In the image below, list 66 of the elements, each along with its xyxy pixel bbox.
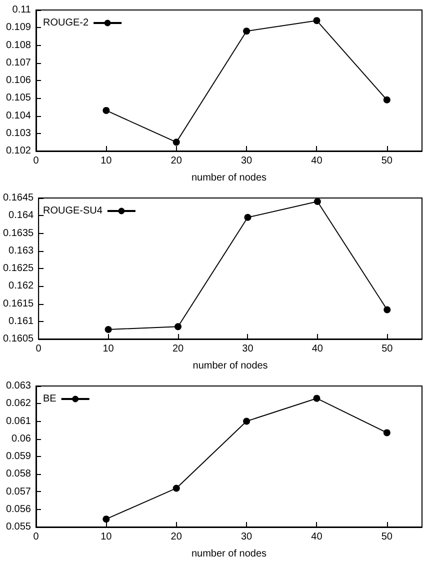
y-tick-label: 0.06 — [12, 433, 32, 444]
y-tick-label: 0.056 — [6, 504, 32, 515]
y-tick-label: 0.102 — [6, 146, 32, 156]
y-tick-label: 0.103 — [6, 128, 32, 139]
y-tick-label: 0.1645 — [2, 192, 34, 204]
y-tick-label: 0.1635 — [2, 228, 34, 239]
point — [174, 323, 182, 330]
point — [244, 214, 252, 221]
x-tick-label: 40 — [312, 344, 324, 354]
x-tick-label: 0 — [33, 156, 40, 166]
x-tick-label: 10 — [102, 344, 114, 354]
x-tick-label: 20 — [170, 156, 182, 166]
x-tick-label: 20 — [170, 532, 182, 542]
y-tick-label: 0.1605 — [2, 334, 34, 344]
y-tick-label: 0.059 — [6, 451, 32, 462]
y-tick-label: 0.109 — [6, 22, 32, 34]
point — [243, 418, 250, 425]
x-tick-label: 50 — [381, 532, 393, 542]
x-axis-title: number of nodes — [191, 172, 267, 184]
legend-label: ROUGE-SU4 — [43, 206, 103, 216]
y-tick-label: 0.058 — [6, 468, 32, 480]
y-tick-label: 0.1625 — [2, 263, 34, 274]
legend-label: BE — [42, 394, 57, 404]
point — [313, 17, 320, 24]
point — [243, 28, 250, 35]
y-tick-label: 0.108 — [6, 40, 32, 51]
y-tick-label: 0.057 — [6, 486, 32, 498]
y-tick-label: 0.1615 — [2, 298, 34, 310]
x-axis-title: number of nodes — [191, 548, 267, 560]
x-axis-title: number of nodes — [192, 360, 268, 372]
point — [102, 516, 110, 523]
x-tick-label: 0 — [33, 532, 40, 542]
point — [172, 138, 180, 146]
y-tick-label: 0.055 — [6, 522, 32, 532]
x-tick-label: 40 — [311, 532, 323, 542]
y-tick-label: 0.161 — [8, 316, 34, 327]
x-tick-label: 40 — [311, 156, 323, 166]
x-tick-label: 50 — [381, 156, 393, 166]
x-tick-label: 50 — [382, 344, 394, 354]
x-tick-label: 20 — [172, 344, 184, 354]
y-tick-label: 0.105 — [6, 92, 32, 104]
y-tick-label: 0.164 — [8, 210, 34, 222]
y-tick-label: 0.062 — [6, 398, 32, 410]
y-tick-label: 0.106 — [6, 75, 32, 86]
y-tick-label: 0.162 — [8, 280, 34, 292]
point — [314, 198, 321, 206]
x-tick-label: 10 — [100, 532, 112, 542]
x-tick-label: 30 — [240, 532, 253, 542]
x-tick-label: 30 — [240, 156, 253, 166]
point — [383, 429, 390, 436]
y-tick-label: 0.163 — [8, 245, 34, 256]
y-tick-label: 0.104 — [6, 110, 32, 122]
y-tick-label: 0.11 — [12, 4, 32, 16]
point — [102, 106, 110, 114]
x-tick-label: 0 — [36, 344, 42, 354]
x-tick-label: 30 — [242, 344, 254, 354]
y-tick-label: 0.107 — [6, 57, 32, 68]
y-tick-label: 0.063 — [6, 380, 32, 392]
point — [384, 306, 391, 314]
x-tick-label: 10 — [100, 156, 112, 166]
point — [383, 96, 390, 104]
point — [313, 394, 320, 402]
point — [104, 326, 112, 333]
y-tick-label: 0.061 — [6, 416, 32, 427]
point — [172, 484, 180, 492]
legend-label: ROUGE-2 — [43, 18, 89, 28]
